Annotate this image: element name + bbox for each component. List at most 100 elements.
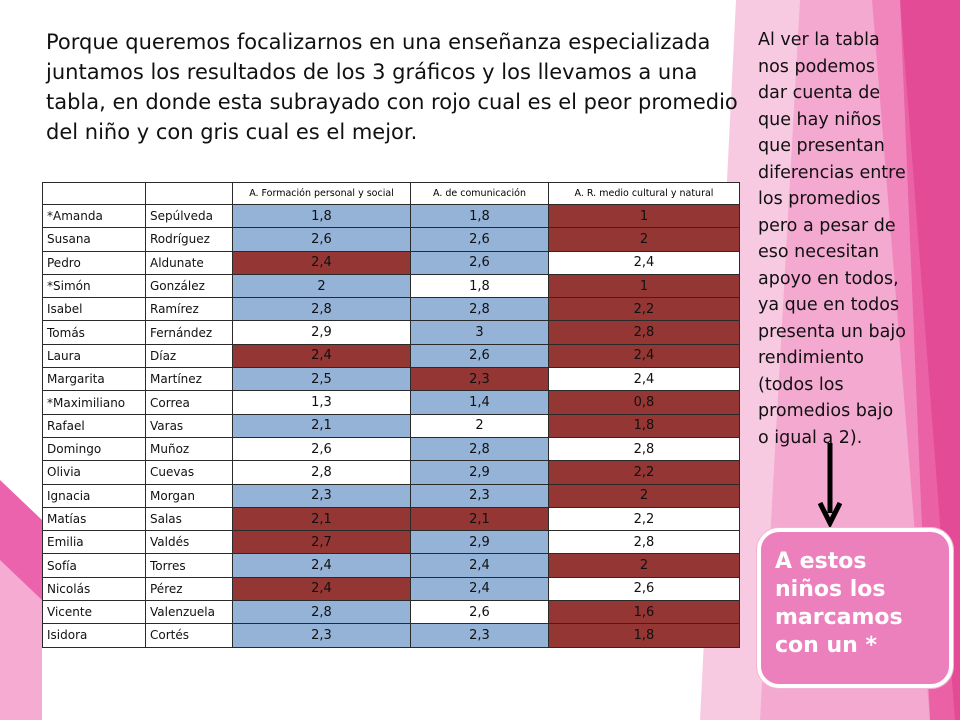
score-cell: 2,4 — [548, 367, 740, 392]
score-cell: 3 — [410, 320, 549, 345]
student-first-name: Olivia — [42, 460, 146, 485]
score-cell: 2,4 — [232, 553, 411, 578]
student-last-name: Salas — [145, 506, 233, 532]
score-cell: 2,3 — [410, 367, 549, 392]
results-table: A. Formación personal y social A. de com… — [42, 182, 740, 648]
table-row: Emilia Valdés 2,7 2,9 2,8 — [42, 530, 740, 555]
student-last-name: Correa — [145, 390, 233, 415]
student-first-name: *Amanda — [42, 203, 146, 229]
student-last-name: Martínez — [145, 367, 233, 392]
table-row: Domingo Muñoz 2,6 2,8 2,8 — [42, 436, 740, 462]
score-cell: 2,3 — [410, 483, 549, 508]
score-cell: 2,5 — [232, 367, 411, 392]
table-row: Vicente Valenzuela 2,8 2,6 1,6 — [42, 600, 740, 625]
score-cell: 1,8 — [410, 273, 549, 299]
student-first-name: Pedro — [42, 250, 146, 275]
student-last-name: Díaz — [145, 343, 233, 369]
score-cell: 2,2 — [548, 297, 740, 322]
arrow-down-icon — [818, 443, 842, 531]
score-cell: 2,3 — [410, 623, 549, 648]
score-cell: 2,8 — [548, 530, 740, 555]
score-cell: 2,7 — [232, 530, 411, 555]
score-cell: 2,4 — [548, 250, 740, 275]
side-note: Al ver la tabla nos podemos dar cuenta d… — [758, 30, 906, 448]
score-cell: 2,6 — [410, 250, 549, 275]
table-row: Susana Rodríguez 2,6 2,6 2 — [42, 227, 740, 252]
header-cell — [42, 182, 146, 205]
score-cell: 2,6 — [232, 227, 411, 252]
score-cell: 2,2 — [548, 460, 740, 485]
student-last-name: Aldunate — [145, 250, 233, 275]
student-last-name: Varas — [145, 413, 233, 438]
table-row: Tomás Fernández 2,9 3 2,8 — [42, 320, 740, 345]
score-cell: 1,3 — [232, 390, 411, 415]
score-cell: 2,8 — [410, 436, 549, 462]
score-cell: 2,9 — [410, 530, 549, 555]
score-cell: 1 — [548, 273, 740, 299]
table-row: Sofía Torres 2,4 2,4 2 — [42, 553, 740, 578]
intro-paragraph: Porque queremos focalizarnos en una ense… — [46, 30, 738, 144]
student-last-name: Morgan — [145, 483, 233, 508]
student-last-name: Ramírez — [145, 297, 233, 322]
table-row: *Maximiliano Correa 1,3 1,4 0,8 — [42, 390, 740, 415]
score-cell: 2 — [410, 413, 549, 438]
header-medio: A. R. medio cultural y natural — [548, 182, 740, 205]
score-cell: 2,9 — [410, 460, 549, 485]
student-last-name: Sepúlveda — [145, 203, 233, 229]
score-cell: 2,4 — [232, 343, 411, 369]
table-row: *Amanda Sepúlveda 1,8 1,8 1 — [42, 203, 740, 229]
score-cell: 2,6 — [410, 600, 549, 625]
student-last-name: Rodríguez — [145, 227, 233, 252]
student-last-name: Pérez — [145, 576, 233, 602]
student-first-name: Sofía — [42, 553, 146, 578]
score-cell: 2,8 — [232, 460, 411, 485]
score-cell: 1,8 — [548, 413, 740, 438]
header-comunicacion: A. de comunicación — [410, 182, 549, 205]
student-last-name: Valenzuela — [145, 600, 233, 625]
table-row: Ignacia Morgan 2,3 2,3 2 — [42, 483, 740, 508]
student-first-name: Isidora — [42, 623, 146, 648]
score-cell: 1,8 — [548, 623, 740, 648]
student-first-name: *Simón — [42, 273, 146, 299]
score-cell: 2,3 — [232, 623, 411, 648]
table-row: Olivia Cuevas 2,8 2,9 2,2 — [42, 460, 740, 485]
score-cell: 2,8 — [548, 436, 740, 462]
score-cell: 2,6 — [548, 576, 740, 602]
student-last-name: Valdés — [145, 530, 233, 555]
student-first-name: Susana — [42, 227, 146, 252]
score-cell: 1,8 — [232, 203, 411, 229]
score-cell: 2,8 — [232, 297, 411, 322]
student-last-name: Cortés — [145, 623, 233, 648]
student-first-name: Matías — [42, 506, 146, 532]
student-first-name: Nicolás — [42, 576, 146, 602]
score-cell: 2,8 — [232, 600, 411, 625]
score-cell: 2 — [232, 273, 411, 299]
score-cell: 2,4 — [410, 576, 549, 602]
left-light-shape — [0, 560, 42, 720]
table-row: Matías Salas 2,1 2,1 2,2 — [42, 506, 740, 532]
student-first-name: Emilia — [42, 530, 146, 555]
score-cell: 0,8 — [548, 390, 740, 415]
student-first-name: Margarita — [42, 367, 146, 392]
score-cell: 2,6 — [410, 227, 549, 252]
student-first-name: Isabel — [42, 297, 146, 322]
table-row: Isabel Ramírez 2,8 2,8 2,2 — [42, 297, 740, 322]
score-cell: 1,6 — [548, 600, 740, 625]
header-formacion: A. Formación personal y social — [232, 182, 411, 205]
student-first-name: Laura — [42, 343, 146, 369]
score-cell: 2,4 — [548, 343, 740, 369]
student-last-name: Muñoz — [145, 436, 233, 462]
score-cell: 2,8 — [410, 297, 549, 322]
table-body: *Amanda Sepúlveda 1,8 1,8 1 Susana Rodríguez 2,… — [42, 203, 740, 648]
table-row: Isidora Cortés 2,3 2,3 1,8 — [42, 623, 740, 648]
student-first-name: Vicente — [42, 600, 146, 625]
score-cell: 2,3 — [232, 483, 411, 508]
table-row: Laura Díaz 2,4 2,6 2,4 — [42, 343, 740, 369]
student-last-name: Cuevas — [145, 460, 233, 485]
score-cell: 2 — [548, 553, 740, 578]
table-row: *Simón González 2 1,8 1 — [42, 273, 740, 299]
score-cell: 2,1 — [232, 413, 411, 438]
callout-text: A estos niños los marcamos con un * — [775, 549, 903, 658]
student-first-name: Rafael — [42, 413, 146, 438]
student-first-name: Tomás — [42, 320, 146, 345]
